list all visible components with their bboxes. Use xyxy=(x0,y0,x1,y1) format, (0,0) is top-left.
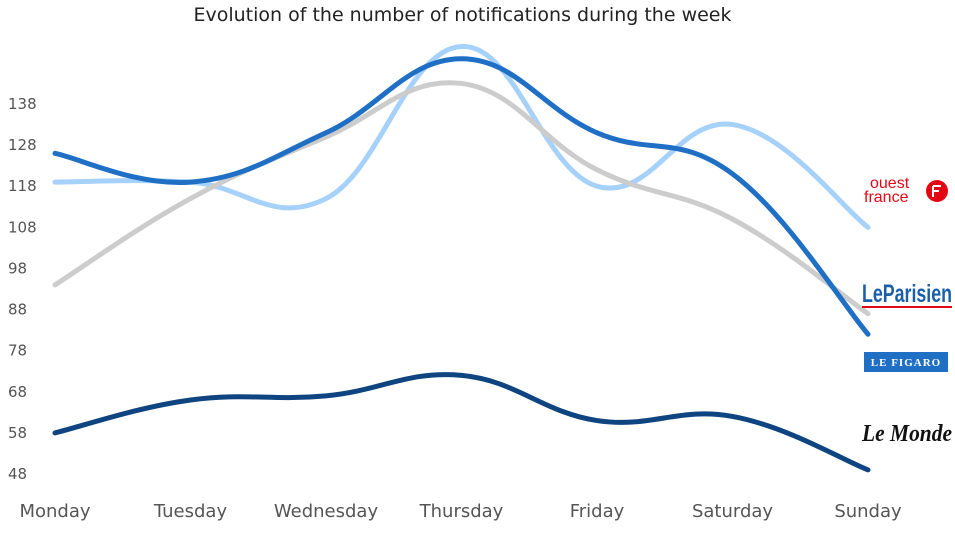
le-monde-logo-text: Le Monde xyxy=(861,421,952,447)
ouest-france-logo: ouest france xyxy=(864,175,948,206)
x-axis: Monday Tuesday Wednesday Thursday Friday Satu… xyxy=(19,501,902,522)
y-tick-label: 138 xyxy=(8,95,37,113)
y-tick-label: 128 xyxy=(8,136,37,154)
ouest-france-logo-line1: ouest xyxy=(870,175,910,192)
x-tick-label: Friday xyxy=(570,501,625,522)
x-tick-label: Saturday xyxy=(692,501,773,522)
le-parisien-logo-text: LeParisien xyxy=(862,280,952,308)
y-axis: 48 58 68 78 88 98 108 118 128 138 xyxy=(8,95,37,483)
le-parisien-logo: LeParisien xyxy=(862,280,952,308)
y-tick-label: 58 xyxy=(8,424,27,442)
series-line-le-monde xyxy=(52,372,871,473)
y-tick-label: 48 xyxy=(8,465,27,483)
le-figaro-logo-text: LE FIGARO xyxy=(871,357,941,369)
ouest-france-logo-glyph xyxy=(932,185,941,197)
x-tick-label: Monday xyxy=(19,501,90,522)
le-figaro-logo: LE FIGARO xyxy=(864,352,948,372)
y-tick-label: 78 xyxy=(8,342,27,360)
x-tick-label: Wednesday xyxy=(274,501,379,522)
le-figaro-logo-box xyxy=(864,352,948,372)
le-parisien-logo-underline xyxy=(862,306,952,308)
series-lines xyxy=(52,43,871,473)
x-tick-label: Tuesday xyxy=(153,501,228,522)
y-tick-label: 68 xyxy=(8,383,27,401)
y-tick-label: 88 xyxy=(8,301,27,319)
ouest-france-logo-line2: france xyxy=(864,189,909,206)
y-tick-label: 98 xyxy=(8,259,27,277)
y-tick-label: 118 xyxy=(8,177,37,195)
x-tick-label: Thursday xyxy=(419,501,504,522)
series-line-le-figaro xyxy=(52,80,871,317)
le-monde-logo: Le Monde xyxy=(861,421,952,447)
series-line-le-parisien xyxy=(52,56,871,337)
series-line-ouest-france xyxy=(52,43,871,230)
chart-title: Evolution of the number of notifications… xyxy=(193,4,732,26)
x-tick-label: Sunday xyxy=(834,501,902,522)
y-tick-label: 108 xyxy=(8,218,37,236)
